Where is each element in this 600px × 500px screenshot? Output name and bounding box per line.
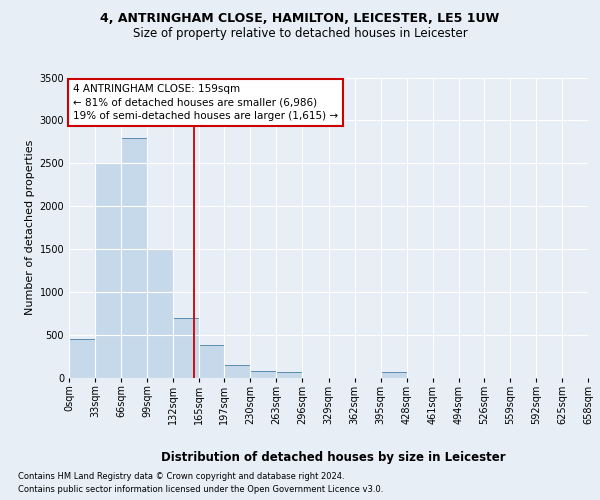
Text: Size of property relative to detached houses in Leicester: Size of property relative to detached ho… [133,28,467,40]
Bar [224,364,250,378]
Y-axis label: Number of detached properties: Number of detached properties [25,140,35,315]
Text: Contains HM Land Registry data © Crown copyright and database right 2024.: Contains HM Land Registry data © Crown c… [18,472,344,481]
Text: Distribution of detached houses by size in Leicester: Distribution of detached houses by size … [161,451,505,464]
Text: 4, ANTRINGHAM CLOSE, HAMILTON, LEICESTER, LE5 1UW: 4, ANTRINGHAM CLOSE, HAMILTON, LEICESTER… [100,12,500,26]
Bar [69,339,95,378]
Bar [250,370,277,378]
Bar [199,345,224,378]
Bar [95,163,121,378]
Bar [380,372,407,378]
Text: Contains public sector information licensed under the Open Government Licence v3: Contains public sector information licen… [18,484,383,494]
Bar [277,372,302,378]
Bar [121,138,147,378]
Bar [173,318,199,378]
Bar [147,249,173,378]
Text: 4 ANTRINGHAM CLOSE: 159sqm
← 81% of detached houses are smaller (6,986)
19% of s: 4 ANTRINGHAM CLOSE: 159sqm ← 81% of deta… [73,84,338,121]
